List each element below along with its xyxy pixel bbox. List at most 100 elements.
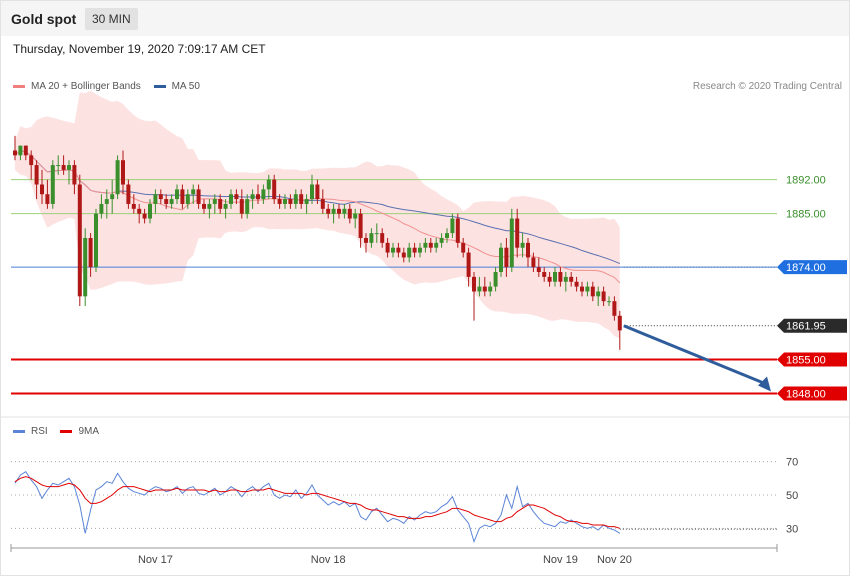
- rsi-ma-line: [14, 476, 620, 529]
- projection-arrow-head: [758, 376, 771, 392]
- legend-label-rsi: RSI: [31, 426, 48, 437]
- candle-body: [207, 203, 212, 209]
- candle-body: [239, 199, 244, 214]
- candle-body: [212, 199, 217, 204]
- candle-body: [266, 179, 271, 190]
- candle-body: [299, 194, 304, 204]
- candle-body: [596, 291, 601, 297]
- candle-body: [385, 242, 390, 253]
- candle-body: [110, 194, 115, 200]
- level-tag-1855.00: [777, 352, 847, 367]
- candle-body: [115, 160, 120, 195]
- candle-body: [439, 237, 444, 243]
- candle-body: [347, 208, 352, 219]
- candle-body: [612, 301, 617, 316]
- candle-body: [472, 276, 476, 292]
- x-tick-label: Nov 20: [597, 554, 632, 566]
- candle-body: [477, 286, 482, 292]
- candle-body: [158, 194, 163, 200]
- rsi-level-label: 30: [786, 523, 798, 535]
- candle-body: [153, 194, 158, 204]
- candle-body: [99, 203, 104, 214]
- candle-body: [504, 247, 509, 268]
- candle-body: [94, 213, 98, 268]
- candle-body: [310, 184, 314, 200]
- candle-body: [369, 233, 374, 243]
- candle-body: [542, 272, 547, 277]
- level-label-1855.00: 1855.00: [786, 355, 826, 367]
- candle-body: [164, 199, 169, 204]
- candle-body: [391, 247, 395, 253]
- candle-body: [331, 208, 336, 214]
- legend-swatch-ma20: [13, 84, 25, 88]
- chart-header: Gold spot 30 MIN: [1, 1, 849, 36]
- candle-body: [180, 189, 185, 204]
- candle-body: [547, 276, 552, 282]
- candle-body: [569, 276, 574, 282]
- candle-body: [245, 199, 250, 214]
- timeframe-badge[interactable]: 30 MIN: [85, 8, 138, 30]
- candle-body: [83, 237, 88, 297]
- candle-body: [283, 199, 287, 204]
- level-label-1874.00: 1874.00: [786, 262, 826, 274]
- candle-body: [256, 194, 260, 200]
- candle-body: [353, 213, 358, 219]
- candle-body: [558, 272, 563, 282]
- candle-body: [23, 145, 28, 156]
- legend-swatch-ma50: [153, 84, 166, 88]
- candle-body: [185, 194, 190, 204]
- candle-body: [72, 165, 77, 185]
- candle-body: [337, 208, 341, 214]
- candle-body: [412, 247, 417, 253]
- candle-body: [229, 194, 233, 204]
- candle-body: [455, 218, 460, 243]
- legend-label-ma20: MA 20 + Bollinger Bands: [31, 81, 141, 92]
- candle-body: [121, 160, 125, 185]
- candle-body: [293, 194, 298, 204]
- main-legend: MA 20 + Bollinger Bands MA 50: [13, 81, 210, 92]
- candle-body: [526, 242, 530, 258]
- candle-body: [531, 257, 536, 268]
- candle-body: [304, 199, 309, 204]
- candle-body: [104, 199, 109, 204]
- level-label-1885.00: 1885.00: [786, 209, 826, 221]
- candle-body: [466, 252, 471, 277]
- projection-arrow-shaft: [623, 324, 766, 385]
- candle-body: [401, 252, 406, 258]
- chart-datetime: Thursday, November 19, 2020 7:09:17 AM C…: [13, 42, 266, 56]
- candle-body: [126, 184, 131, 204]
- instrument-title: Gold spot: [11, 11, 77, 27]
- candle-body: [585, 286, 590, 292]
- candle-body: [515, 218, 520, 248]
- candle-body: [196, 189, 201, 204]
- level-label-1861.95: 1861.95: [786, 321, 826, 333]
- rsi-legend: RSI 9MA: [13, 426, 109, 437]
- candle-body: [88, 237, 93, 268]
- legend-swatch-rsi-ma: [60, 429, 73, 433]
- bollinger-band: [15, 90, 620, 339]
- candle-body: [34, 165, 39, 185]
- rsi-level-label: 70: [786, 457, 798, 469]
- candle-body: [509, 218, 514, 268]
- legend-label-rsi-ma: 9MA: [78, 426, 100, 437]
- candle-body: [450, 218, 455, 234]
- candle-body: [234, 194, 239, 200]
- candle-body: [580, 286, 584, 292]
- rsi-line: [14, 470, 621, 544]
- candle-body: [563, 276, 568, 282]
- level-tag-1874.00: [777, 260, 847, 275]
- candle-body: [499, 247, 503, 273]
- candle-body: [423, 242, 428, 248]
- candle-body: [364, 237, 368, 243]
- candle-body: [617, 315, 622, 331]
- candle-body: [574, 281, 579, 287]
- candle-body: [553, 272, 557, 282]
- candle-body: [56, 165, 61, 167]
- candle-body: [380, 233, 385, 243]
- candle-body: [407, 247, 412, 258]
- x-tick-label: Nov 19: [543, 554, 578, 566]
- candle-body: [277, 199, 282, 204]
- candle-body: [137, 208, 142, 214]
